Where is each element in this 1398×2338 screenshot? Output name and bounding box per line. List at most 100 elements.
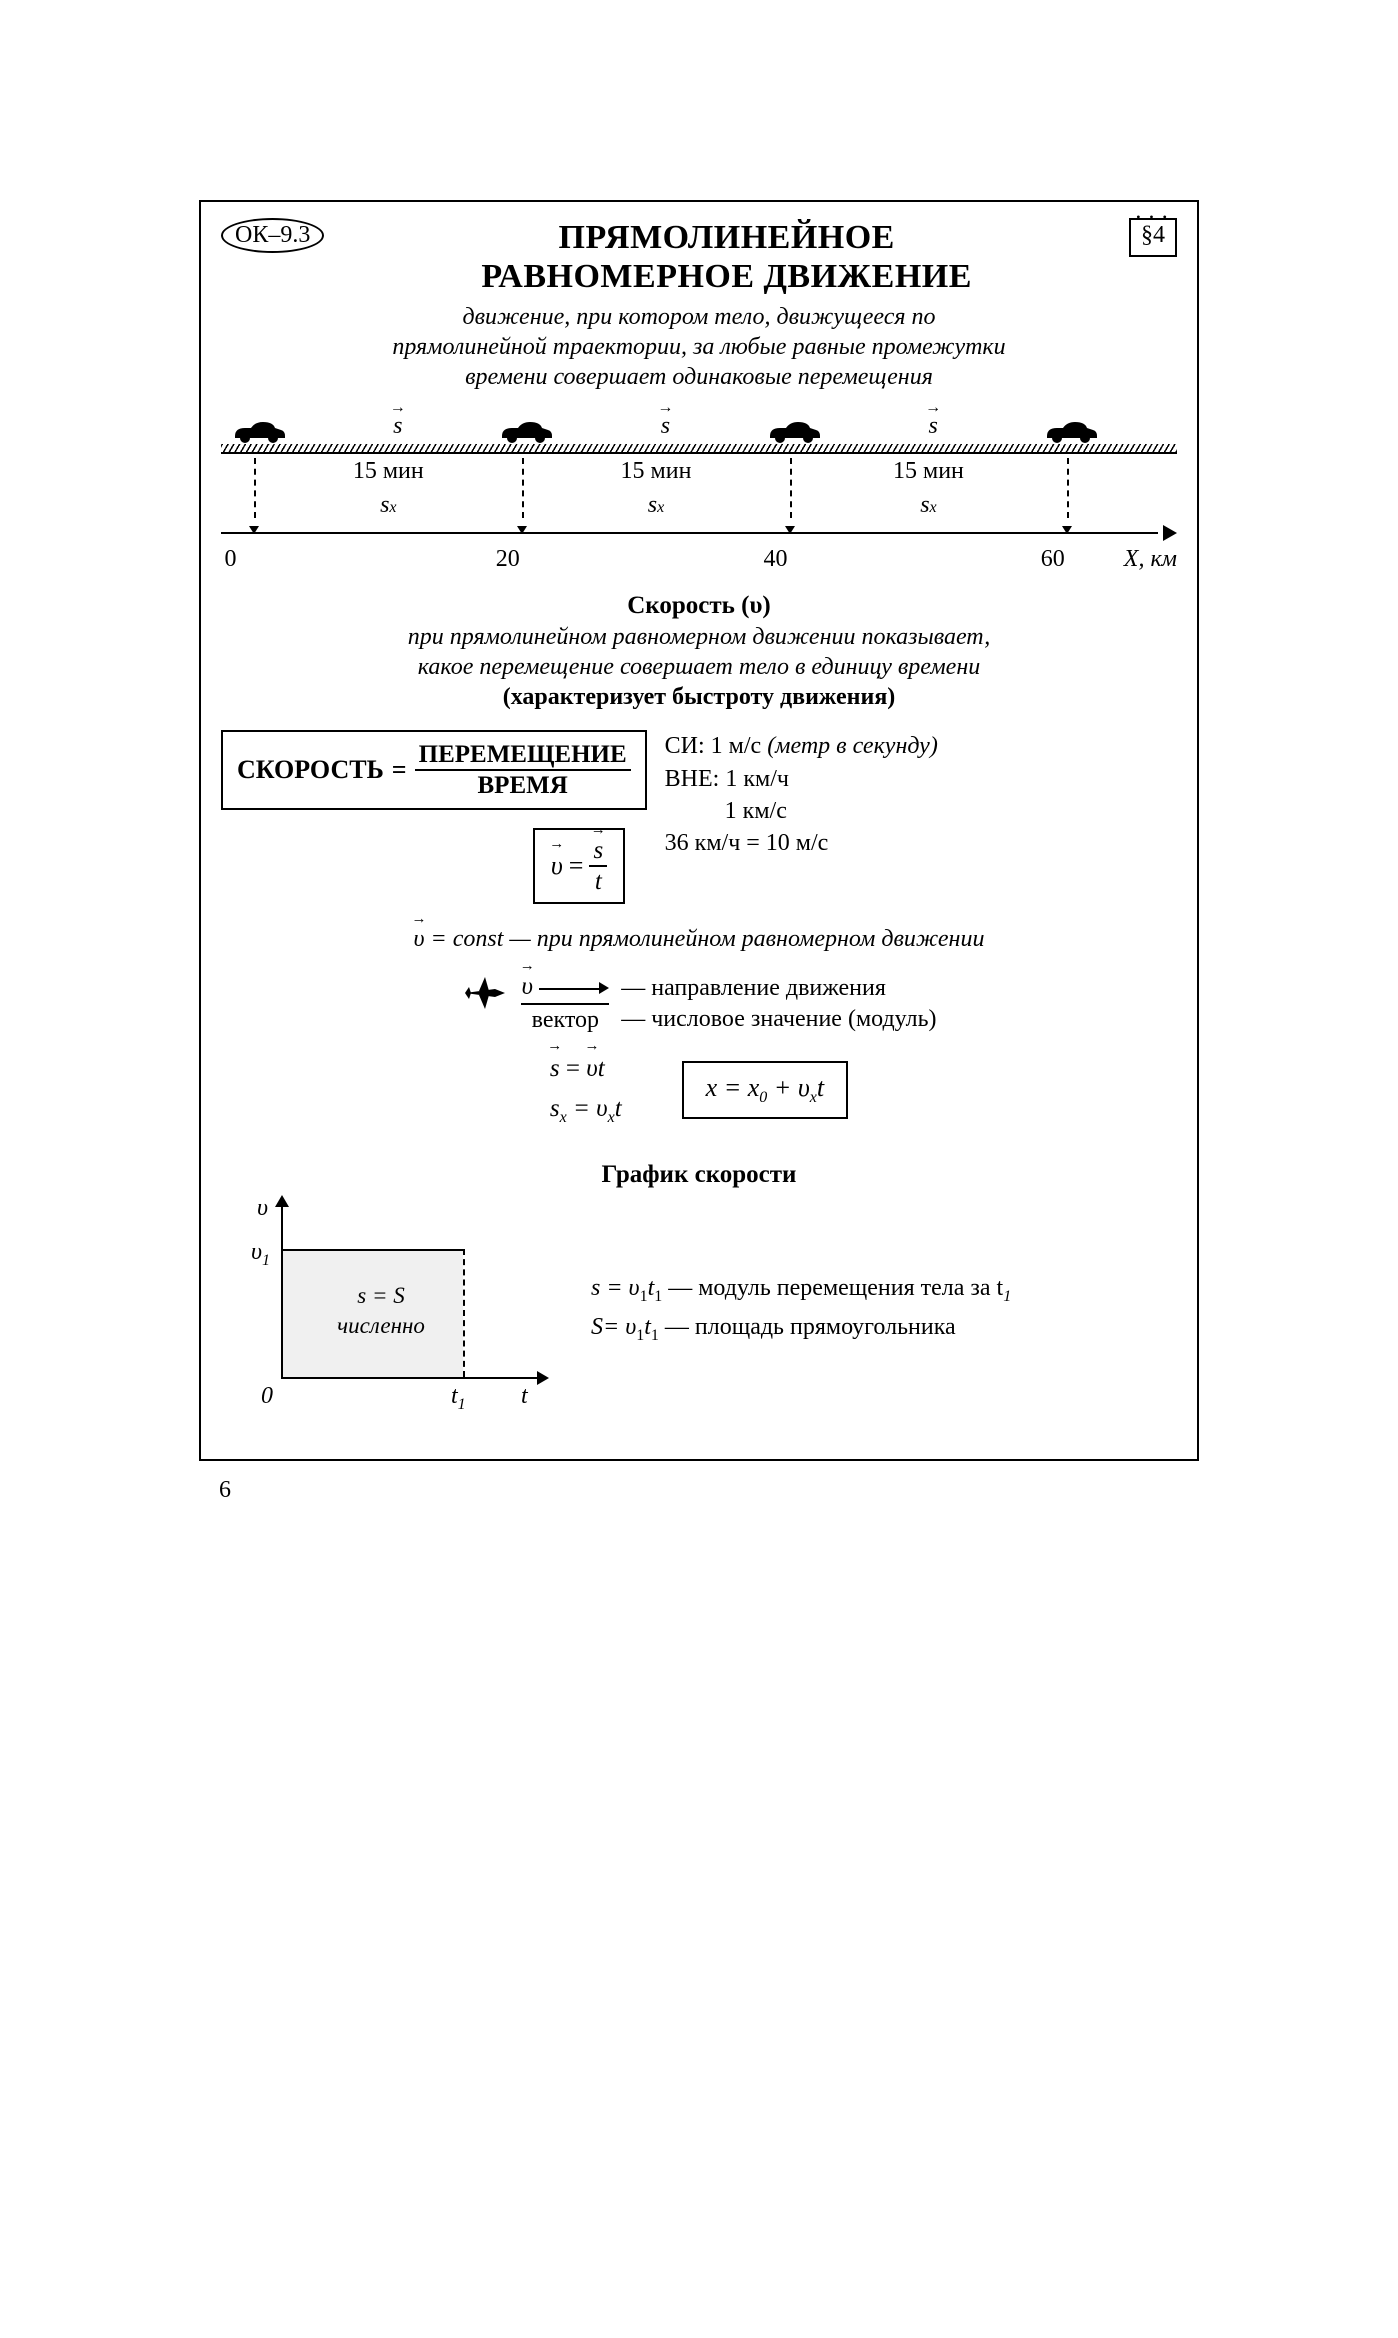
axis-line: [221, 522, 1177, 546]
graph-rect-bot: численно: [311, 1311, 451, 1341]
graph-t1-t: t: [451, 1383, 458, 1409]
ge2-lhs: S= υ: [591, 1314, 636, 1340]
axis-tick: [249, 526, 259, 534]
vec-frac-bot: t: [591, 867, 606, 894]
ge1-s1: 1: [640, 1288, 648, 1305]
speed-def-2: какое перемещение совершает тело в едини…: [221, 652, 1177, 682]
axis-name: X, км: [1124, 546, 1177, 573]
main-box: ОК–9.3 ПРЯМОЛИНЕЙНОЕ РАВНОМЕРНОЕ ДВИЖЕНИ…: [199, 200, 1199, 1461]
intervals: 15 мин15 мин15 минsxsxsx: [221, 458, 1177, 518]
graph-title: График скорости: [221, 1161, 1177, 1189]
header-row: ОК–9.3 ПРЯМОЛИНЕЙНОЕ РАВНОМЕРНОЕ ДВИЖЕНИ…: [221, 218, 1177, 296]
axis-labels: X, км 0204060: [221, 546, 1177, 574]
arrow-right-icon: [539, 982, 609, 994]
interval-label: 15 мин: [621, 458, 692, 485]
dash-line: [522, 458, 524, 518]
graph-t1-label: t1: [451, 1383, 466, 1414]
cars-row: sss: [221, 406, 1177, 444]
graph-row: υ υ1 0 t1 t s = S численно s = υ1t1 — мо…: [221, 1199, 1177, 1419]
boxed-subx: x: [810, 1089, 817, 1106]
plane-line2: — числовое значение (модуль): [621, 1004, 936, 1035]
stack-eq: s = υt sx = υxt: [550, 1049, 622, 1131]
def-line1: движение, при котором тело, движущееся п…: [221, 302, 1177, 332]
dash-line: [254, 458, 256, 518]
plane-line1: — направление движения: [621, 973, 936, 1004]
frac-bot: ВРЕМЯ: [474, 771, 572, 798]
graph-rect-text: s = S численно: [311, 1281, 451, 1341]
units-kms: 1 км/с: [665, 795, 938, 827]
badge-section: • • • §4: [1129, 218, 1177, 257]
road-hatching: [221, 444, 1177, 454]
vec-formula-wrap: υ = s t: [0, 820, 1177, 904]
graph-rect-top: s = S: [311, 1281, 451, 1311]
boxed-t: t: [817, 1073, 824, 1102]
car-icon: [498, 418, 554, 444]
plane-v-row: υ: [521, 973, 609, 1001]
vec-fraction: s t: [589, 838, 607, 894]
vec-s-sym: s: [593, 838, 603, 863]
sx-label: sx: [648, 492, 664, 519]
eq2-s: s: [550, 1095, 560, 1122]
eq2-rhs: = υ: [567, 1095, 608, 1122]
badge-dots-icon: • • •: [1131, 210, 1175, 225]
speed-word-fraction: ПЕРЕМЕЩЕНИЕ ВРЕМЯ: [415, 742, 631, 798]
eq-t-sym: t: [598, 1055, 605, 1082]
graph-y1-label: υ1: [251, 1239, 270, 1270]
eq-s-vt: s = υt: [550, 1049, 622, 1089]
speed-def: при прямолинейном равномерном движении п…: [221, 622, 1177, 712]
graph-eqs: s = υ1t1 — модуль перемещения тела за t1…: [591, 1270, 1011, 1348]
eq2-sub2: x: [608, 1109, 615, 1126]
units-block: СИ: 1 м/с (метр в секунду) ВНЕ: 1 км/ч 1…: [665, 730, 938, 860]
ge2-rest: — площадь прямоугольника: [659, 1314, 956, 1340]
eq-sx-vxt: sx = υxt: [550, 1089, 622, 1131]
eq2-t: t: [615, 1095, 622, 1122]
const-rest: = const — при прямолинейном равномерном …: [431, 926, 985, 952]
graph-origin: 0: [261, 1383, 273, 1410]
speed-title: Скорость (υ): [221, 592, 1177, 620]
axis-tick: [517, 526, 527, 534]
boxed-mid: + υ: [767, 1073, 809, 1102]
ge1-rest: — модуль перемещения тела за t: [662, 1275, 1003, 1301]
graph-t-label: t: [521, 1383, 528, 1410]
graph-x-arrow-icon: [537, 1371, 549, 1385]
speed-word-formula-box: СКОРОСТЬ = ПЕРЕМЕЩЕНИЕ ВРЕМЯ: [221, 730, 647, 810]
sx-label: sx: [380, 492, 396, 519]
graph-eq2: S= υ1t1 — площадь прямоугольника: [591, 1309, 1011, 1348]
units-si-text: СИ: 1 м/с: [665, 733, 762, 759]
plane-vector-col: υ вектор: [521, 973, 609, 1034]
graph-t1-sub: 1: [458, 1396, 466, 1413]
interval-label: 15 мин: [353, 458, 424, 485]
speed-def-3: (характеризует быстроту движения): [221, 682, 1177, 712]
sx-label: sx: [920, 492, 936, 519]
s-vec-label: s: [661, 413, 670, 440]
units-vne: ВНЕ: 1 км/ч: [665, 763, 938, 795]
ge2-s2: 1: [651, 1327, 659, 1344]
frac-top: ПЕРЕМЕЩЕНИЕ: [415, 742, 631, 771]
badge-ok: ОК–9.3: [221, 218, 324, 253]
boxed-pre: x = x: [706, 1073, 760, 1102]
dash-line: [1067, 458, 1069, 518]
eq-sign-2: =: [569, 851, 584, 881]
graph-x-axis: [281, 1377, 541, 1379]
units-si: СИ: 1 м/с (метр в секунду): [665, 730, 938, 762]
graph-y-label: υ: [257, 1195, 268, 1222]
graph-y-arrow-icon: [275, 1195, 289, 1207]
plane-text: — направление движения — числовое значен…: [621, 973, 936, 1035]
axis-value: 40: [763, 546, 787, 573]
eq-box-x: x = x0 + υxt: [682, 1061, 848, 1119]
vec-v-sym: υ: [551, 851, 563, 881]
def-line2: прямолинейной траектории, за любые равны…: [221, 332, 1177, 362]
eq-s-sym: s: [550, 1049, 560, 1089]
s-vec-label: s: [928, 413, 937, 440]
axis-tick: [785, 526, 795, 534]
axis-tick: [1062, 526, 1072, 534]
const-v: υ: [414, 926, 425, 953]
page-root: ОК–9.3 ПРЯМОЛИНЕЙНОЕ РАВНОМЕРНОЕ ДВИЖЕНИ…: [199, 40, 1199, 1504]
axis-hline: [221, 532, 1158, 534]
eq-sign: =: [392, 755, 407, 785]
const-line: υ = const — при прямолинейном равномерно…: [221, 926, 1177, 953]
plane-vector-word: вектор: [521, 1003, 609, 1034]
eq-v-sym: υ: [586, 1049, 597, 1089]
vec-t-sym: t: [595, 868, 602, 895]
title-line1: ПРЯМОЛИНЕЙНОЕ: [338, 218, 1115, 257]
